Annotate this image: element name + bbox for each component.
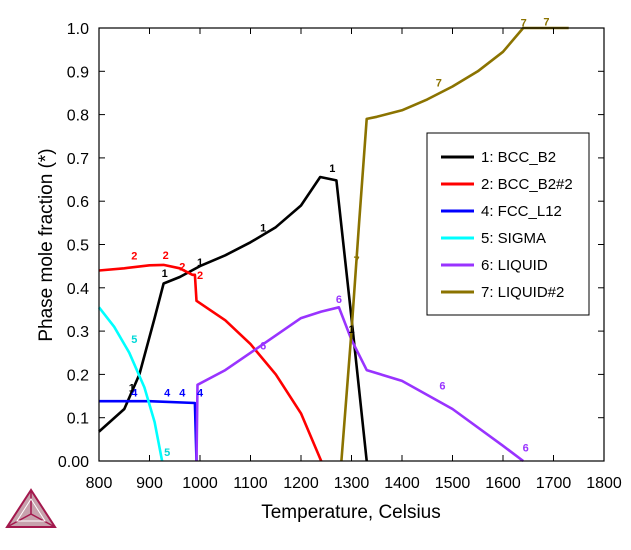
x-axis-title: Temperature, Celsius: [261, 502, 441, 523]
y-tick-label: 0.00: [58, 454, 89, 471]
x-tick-label: 800: [86, 475, 113, 492]
y-tick-label: 1.0: [67, 21, 89, 38]
curve-label: 1: [260, 223, 266, 235]
thermo-calc-logo: [5, 488, 57, 528]
x-tick-label: 1400: [384, 475, 420, 492]
y-tick-label: 0.5: [67, 238, 89, 255]
curve-label: 7: [436, 77, 442, 89]
curve-label: 1: [348, 324, 354, 336]
x-tick-label: 1100: [233, 475, 268, 492]
curve-label: 4: [197, 387, 204, 399]
y-tick-label: 0.6: [67, 194, 89, 211]
curve-label: 1: [197, 257, 203, 269]
x-tick-label: 1600: [485, 475, 521, 492]
curve-label: 4: [131, 387, 138, 399]
legend-label: 6: LIQUID: [481, 257, 548, 274]
series-line-1: [98, 175, 368, 462]
curve-label: 1: [162, 268, 168, 280]
x-tick-label: 1000: [182, 475, 218, 492]
y-tick-label: 0.1: [67, 411, 89, 428]
curve-label: 4: [179, 387, 186, 399]
x-tick-label: 1300: [334, 475, 370, 492]
curve-label: 7: [353, 255, 359, 267]
y-tick-label: 0.4: [67, 281, 89, 298]
legend-box: [426, 132, 590, 316]
curve-label: 7: [521, 18, 527, 30]
curve-label: 7: [543, 16, 549, 28]
legend-label: 2: BCC_B2#2: [481, 176, 573, 193]
curve-label: 2: [197, 270, 203, 282]
legend-label: 4: FCC_L12: [481, 203, 562, 220]
axis-ticks: 800 900 1000 1100 1200 1300 1400 1500 1600 1700 18…: [58, 21, 622, 492]
series-line-2: [98, 263, 323, 462]
x-tick-label: 1500: [435, 475, 471, 492]
x-tick-label: 1800: [586, 475, 622, 492]
curve-label: 6: [336, 294, 342, 306]
curve-label: 6: [260, 341, 266, 353]
curve-label: 2: [179, 261, 185, 273]
legend-label: 5: SIGMA: [481, 230, 546, 247]
curve-label: 4: [164, 387, 171, 399]
y-tick-label: 0.8: [67, 108, 89, 125]
series-line-3: [99, 399, 198, 462]
curve-label: 2: [131, 251, 137, 263]
y-tick-label: 0.2: [67, 367, 89, 384]
y-tick-label: 0.7: [67, 151, 89, 168]
curve-label: 1: [129, 383, 135, 395]
curve-label: 5: [131, 334, 137, 346]
series-line-5: [195, 305, 524, 463]
curve-label: 5: [164, 447, 170, 459]
y-axis-title: Phase mole fraction (*): [36, 148, 57, 341]
curve-label: 6: [523, 442, 529, 454]
legend-label: 1: BCC_B2: [481, 149, 556, 166]
legend-label: 7: LIQUID#2: [481, 284, 564, 301]
x-tick-label: 900: [136, 475, 163, 492]
curve-label: 2: [163, 250, 169, 262]
curve-label: 6: [439, 381, 445, 393]
series-line-4: [97, 306, 164, 462]
curve-label: 1: [329, 163, 335, 175]
y-tick-label: 0.3: [67, 324, 89, 341]
y-tick-label: 0.9: [67, 64, 89, 81]
x-tick-label: 1200: [283, 475, 319, 492]
x-tick-label: 1700: [536, 475, 572, 492]
legend: 1: BCC_B2 2: BCC_B2#2 4: FCC_L12 5: SIGMA 6:…: [426, 132, 590, 316]
